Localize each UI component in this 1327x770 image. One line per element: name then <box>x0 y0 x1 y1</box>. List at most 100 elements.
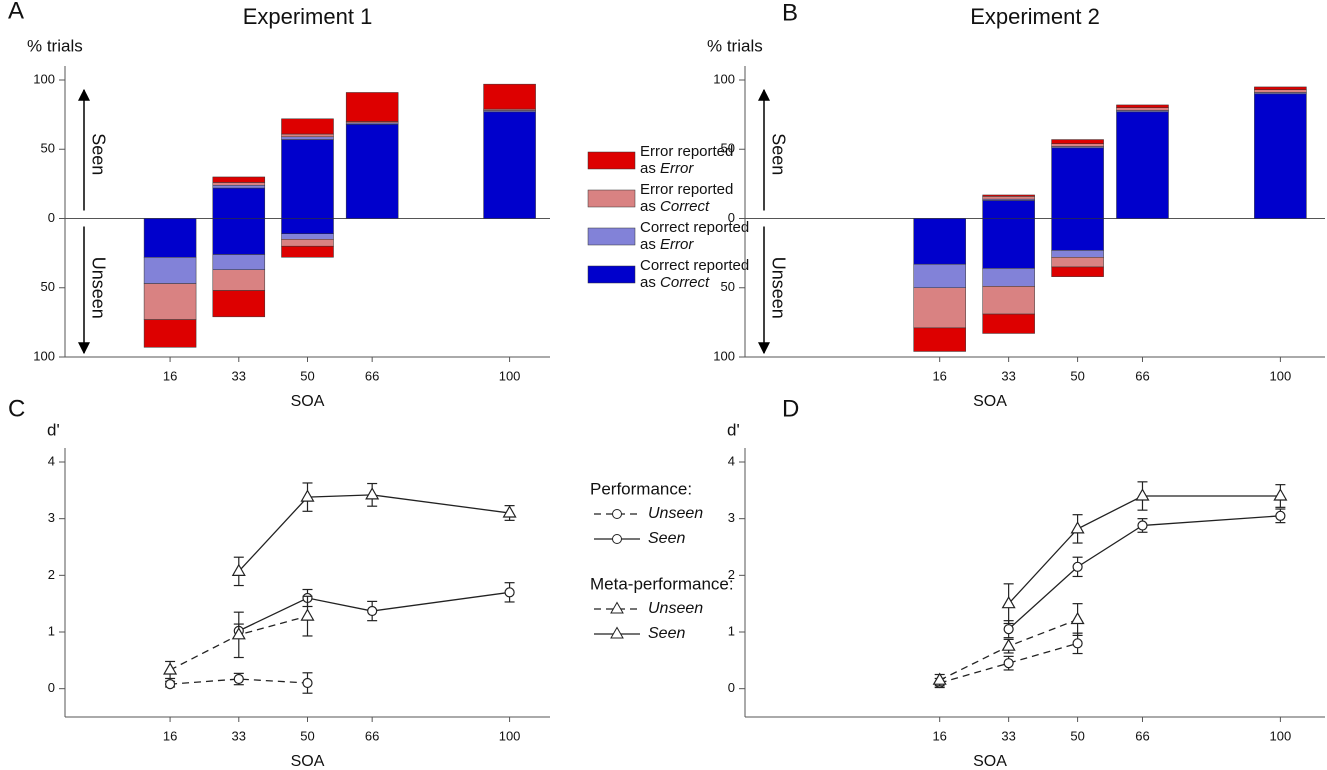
marker <box>302 677 313 689</box>
legend-swatch <box>587 189 636 208</box>
bar-segment <box>281 136 334 140</box>
annotation: Seen <box>88 133 108 175</box>
bar-segment <box>212 290 266 318</box>
x-tick-label: 50 <box>300 368 314 383</box>
panel-letter: B <box>782 0 798 26</box>
marker <box>1135 488 1150 501</box>
legend-marker <box>612 534 622 544</box>
x-tick-label: 16 <box>932 728 946 743</box>
bar-segment <box>1254 89 1307 93</box>
bar-segment <box>345 92 399 122</box>
legend-label: Correct reported as Correct <box>640 257 753 291</box>
marker <box>1070 521 1085 534</box>
bar-segment <box>913 327 966 352</box>
legend-swatch <box>587 151 636 170</box>
panel-letter: A <box>8 0 24 24</box>
bar-segment <box>1254 86 1307 90</box>
y-axis-label: % trials <box>707 36 763 55</box>
bar-segment <box>212 218 266 255</box>
x-tick-label: 16 <box>163 368 177 383</box>
bar-segment <box>1051 250 1104 258</box>
y-axis-label: d' <box>727 420 740 439</box>
legend-label: Error reported as Correct <box>640 181 738 215</box>
legend-text: as <box>640 236 660 253</box>
bar-segment <box>281 139 334 219</box>
marker <box>1001 638 1016 651</box>
bar-segment <box>1254 93 1307 219</box>
bar-segment <box>1051 257 1104 268</box>
legend-text: Correct <box>660 198 710 215</box>
bar-segment <box>212 182 266 186</box>
marker <box>300 489 315 502</box>
x-tick-label: 50 <box>300 728 314 743</box>
x-tick-label: 50 <box>1070 368 1084 383</box>
marker <box>367 605 378 617</box>
x-axis-label: SOA <box>291 393 325 410</box>
y-tick-label: 2 <box>728 567 735 582</box>
bar-segment <box>1051 147 1104 219</box>
y-tick-label: 50 <box>721 141 735 156</box>
x-tick-label: 100 <box>499 728 521 743</box>
marker <box>504 587 515 598</box>
bar-segment <box>281 239 334 247</box>
x-tick-label: 100 <box>499 368 521 383</box>
bar-segment <box>913 287 966 329</box>
bar-segment <box>281 218 334 234</box>
series-line <box>1008 515 1281 630</box>
bar-segment <box>143 257 197 284</box>
marker <box>300 608 315 621</box>
legend-label: Correct reported as Error <box>640 219 753 253</box>
x-tick-label: 66 <box>365 368 379 383</box>
legend-label: Error reported as Error <box>640 143 738 177</box>
legend-label: Unseen <box>648 600 703 617</box>
marker <box>1273 488 1288 501</box>
bar-segment <box>212 185 266 189</box>
bar-segment <box>281 133 334 138</box>
marker <box>1003 658 1014 669</box>
legend-text: as <box>640 198 660 215</box>
x-tick-label: 66 <box>1135 368 1149 383</box>
y-tick-label: 0 <box>728 210 735 225</box>
bar-segment <box>982 196 1035 200</box>
y-tick-label: 4 <box>48 453 55 468</box>
y-tick-label: 0 <box>48 680 55 695</box>
y-tick-label: 100 <box>33 348 55 363</box>
x-tick-label: 16 <box>163 728 177 743</box>
annotation: Unseen <box>88 257 108 319</box>
legend-text: as <box>640 160 660 177</box>
marker <box>365 487 380 500</box>
bar-segment <box>1116 107 1169 111</box>
x-axis-label: SOA <box>973 393 1007 410</box>
y-tick-label: 1 <box>48 623 55 638</box>
y-tick-label: 50 <box>41 141 55 156</box>
x-tick-label: 66 <box>1135 728 1149 743</box>
legend-marker <box>612 509 622 519</box>
y-tick-label: 4 <box>728 453 735 468</box>
marker <box>1137 520 1148 531</box>
panel-letter: C <box>8 395 25 422</box>
bar-segment <box>913 263 966 288</box>
x-axis-label: SOA <box>291 753 325 770</box>
bar-segment <box>1051 143 1104 147</box>
legend-swatch <box>587 265 636 284</box>
annotation: Unseen <box>768 257 788 319</box>
bar-segment <box>982 218 1035 269</box>
legend-text: Error <box>660 236 694 253</box>
marker <box>1070 611 1085 625</box>
series-line <box>238 494 510 572</box>
bar-segment <box>483 111 536 219</box>
legend-text: Correct reported <box>640 257 753 274</box>
legend-label: Seen <box>648 625 685 642</box>
legend-title: Meta-performance: <box>590 574 734 593</box>
x-tick-label: 33 <box>1001 368 1015 383</box>
bar-segment <box>281 118 334 135</box>
y-tick-label: 3 <box>728 510 735 525</box>
y-tick-label: 3 <box>48 510 55 525</box>
y-tick-label: 1 <box>728 623 735 638</box>
chart-title: Experiment 2 <box>970 4 1100 29</box>
bar-segment <box>1116 111 1169 219</box>
y-tick-label: 50 <box>721 279 735 294</box>
legend-text: Error <box>660 160 694 177</box>
legend-swatch <box>587 227 636 246</box>
